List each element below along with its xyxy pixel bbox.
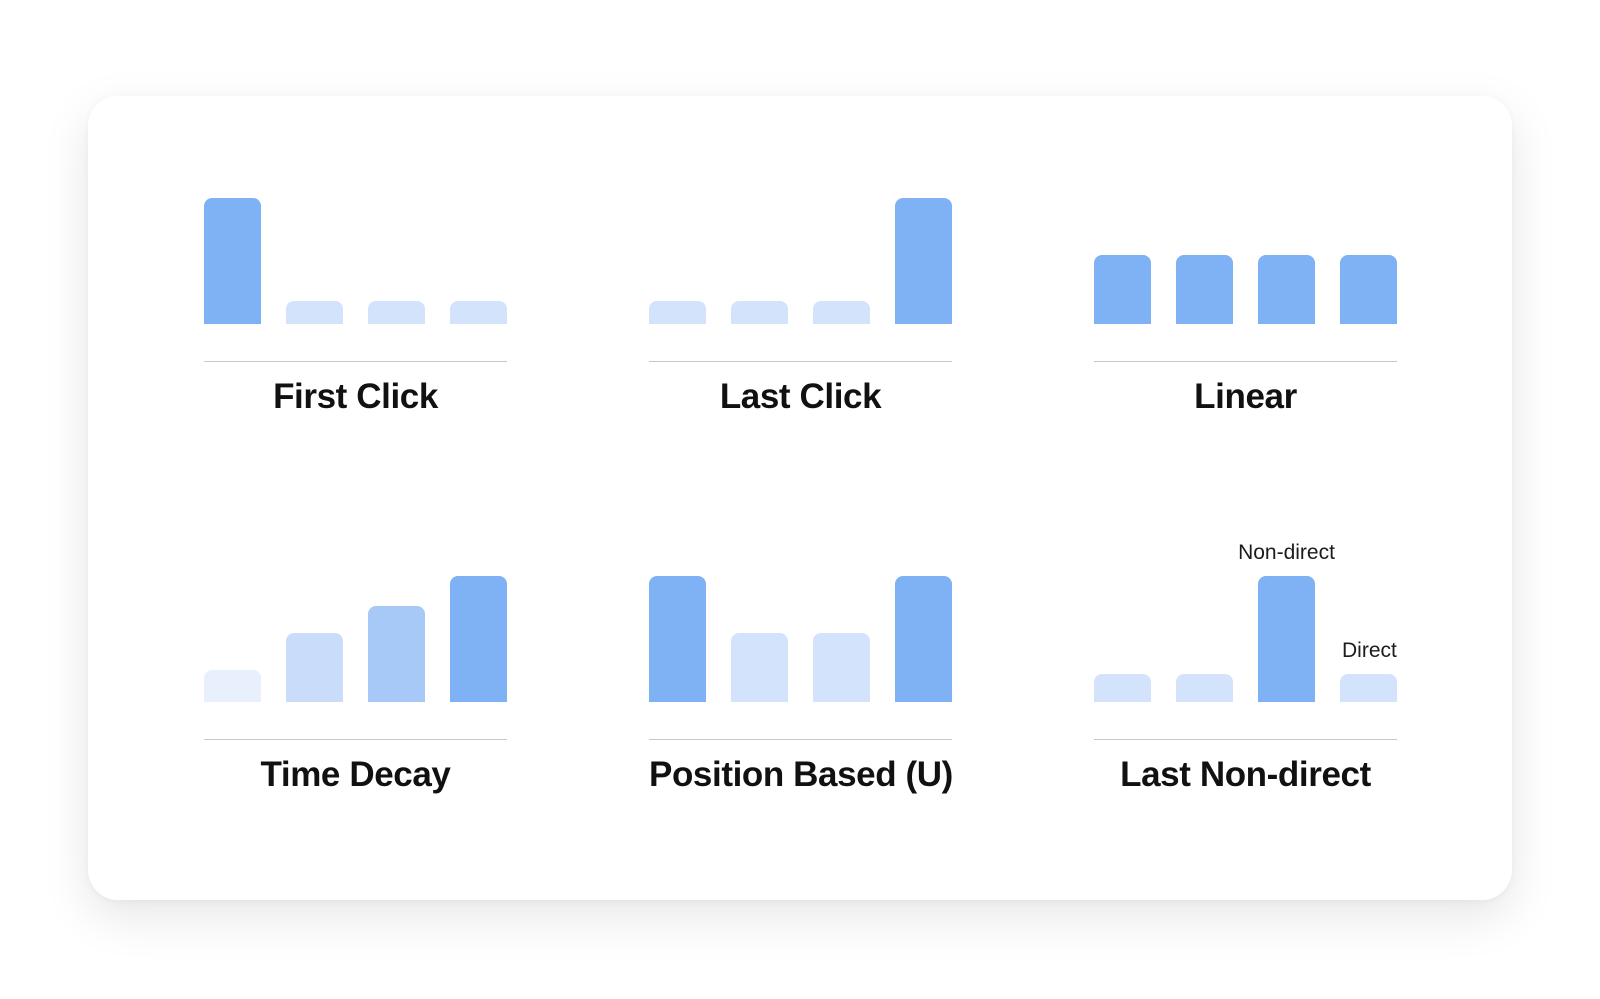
chart-divider [649, 739, 952, 740]
chart-title-time-decay: Time Decay [260, 755, 451, 794]
bar [204, 198, 261, 324]
chart-divider [1094, 739, 1397, 740]
bar [450, 301, 507, 324]
bar-group-position-based [649, 576, 952, 702]
bar [450, 576, 507, 702]
chart-title-first-click: First Click [273, 377, 438, 416]
annotation-direct: Direct [1342, 638, 1397, 662]
bar [1094, 674, 1151, 702]
bar-group-last-non-direct: Non-direct Direct [1094, 541, 1397, 702]
bar [1176, 255, 1233, 324]
chart-title-last-click: Last Click [719, 377, 882, 416]
chart-title-last-non-direct: Last Non-direct [1120, 755, 1371, 794]
chart-last-non-direct: Non-direct Direct Last Non-direct [1094, 541, 1397, 796]
chart-divider [204, 739, 507, 740]
bar [1258, 255, 1315, 324]
chart-time-decay: Time Decay [204, 576, 507, 796]
bar [813, 301, 870, 324]
bar [731, 301, 788, 324]
chart-row-top: First Click Last Click Linear [204, 198, 1397, 418]
bar [1340, 674, 1397, 702]
bar [368, 606, 425, 702]
chart-position-based: Position Based (U) [649, 576, 953, 796]
bar [895, 576, 952, 702]
chart-title-linear: Linear [1194, 377, 1297, 416]
attribution-models-card: First Click Last Click Linear Time Decay [88, 96, 1512, 900]
bar [649, 576, 706, 702]
bar [368, 301, 425, 324]
chart-last-click: Last Click [649, 198, 952, 418]
bar-group-last-click [649, 198, 952, 324]
chart-linear: Linear [1094, 198, 1397, 418]
chart-first-click: First Click [204, 198, 507, 418]
annotation-non-direct: Non-direct [1238, 540, 1335, 564]
bar [895, 198, 952, 324]
bar [1258, 576, 1315, 702]
bar [813, 633, 870, 702]
chart-title-position-based: Position Based (U) [649, 755, 953, 794]
chart-divider [649, 361, 952, 362]
bar-group-first-click [204, 198, 507, 324]
bar-group-linear [1094, 198, 1397, 324]
bar [286, 301, 343, 324]
bar [1176, 674, 1233, 702]
bar [1094, 255, 1151, 324]
chart-row-bottom: Time Decay Position Based (U) Non-direct… [204, 541, 1397, 796]
bar [1340, 255, 1397, 324]
bar [286, 633, 343, 702]
bar-group-time-decay [204, 576, 507, 702]
bar [649, 301, 706, 324]
bar [731, 633, 788, 702]
chart-divider [1094, 361, 1397, 362]
bar [204, 670, 261, 702]
chart-divider [204, 361, 507, 362]
